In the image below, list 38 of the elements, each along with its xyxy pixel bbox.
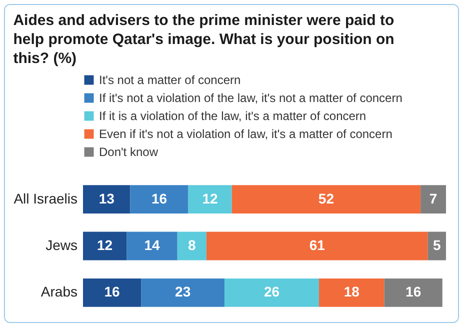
data-label: 5	[433, 237, 442, 253]
legend-label: Even if it's not a violation of law, it's a matter of concern	[99, 127, 392, 141]
legend-label: If it is a violation of the law, it's a matter of concern	[99, 109, 366, 123]
legend-label: If it's not a violation of the law, it's not a matter of concern	[99, 91, 402, 105]
data-label: 14	[144, 237, 160, 253]
bar	[126, 232, 178, 260]
data-label: 23	[175, 284, 191, 300]
bar	[384, 278, 442, 307]
bar	[318, 278, 384, 307]
data-label: 7	[429, 190, 438, 206]
y-tick-label: Jews	[46, 237, 78, 253]
bar	[83, 185, 130, 214]
bar	[232, 185, 421, 214]
data-label: 8	[188, 237, 196, 253]
y-tick-label: All Israelis	[14, 190, 78, 206]
bar	[83, 232, 127, 260]
data-label: 12	[202, 190, 218, 206]
legend-label: Don't know	[99, 145, 158, 159]
data-label: 16	[151, 190, 168, 206]
data-label: 16	[104, 284, 120, 300]
bar	[224, 278, 319, 307]
chart-title: Aides and advisers to the prime minister were paid to help promote Qatar's image. What is your position on this? (%)	[13, 12, 394, 67]
bar	[188, 185, 232, 214]
data-label: 26	[264, 284, 280, 300]
bar	[141, 278, 225, 307]
data-label: 52	[318, 190, 334, 206]
data-label: 18	[344, 284, 360, 300]
bar	[177, 232, 206, 260]
bar	[420, 185, 446, 214]
data-label: 61	[309, 237, 326, 253]
data-label: 16	[406, 284, 422, 300]
legend-label: It's not a matter of concern	[99, 73, 241, 87]
data-label: 13	[98, 190, 115, 206]
data-label: 12	[96, 237, 113, 253]
bar	[206, 232, 428, 260]
bar	[83, 278, 142, 307]
y-tick-label: Arabs	[40, 284, 78, 300]
bar	[130, 185, 188, 214]
